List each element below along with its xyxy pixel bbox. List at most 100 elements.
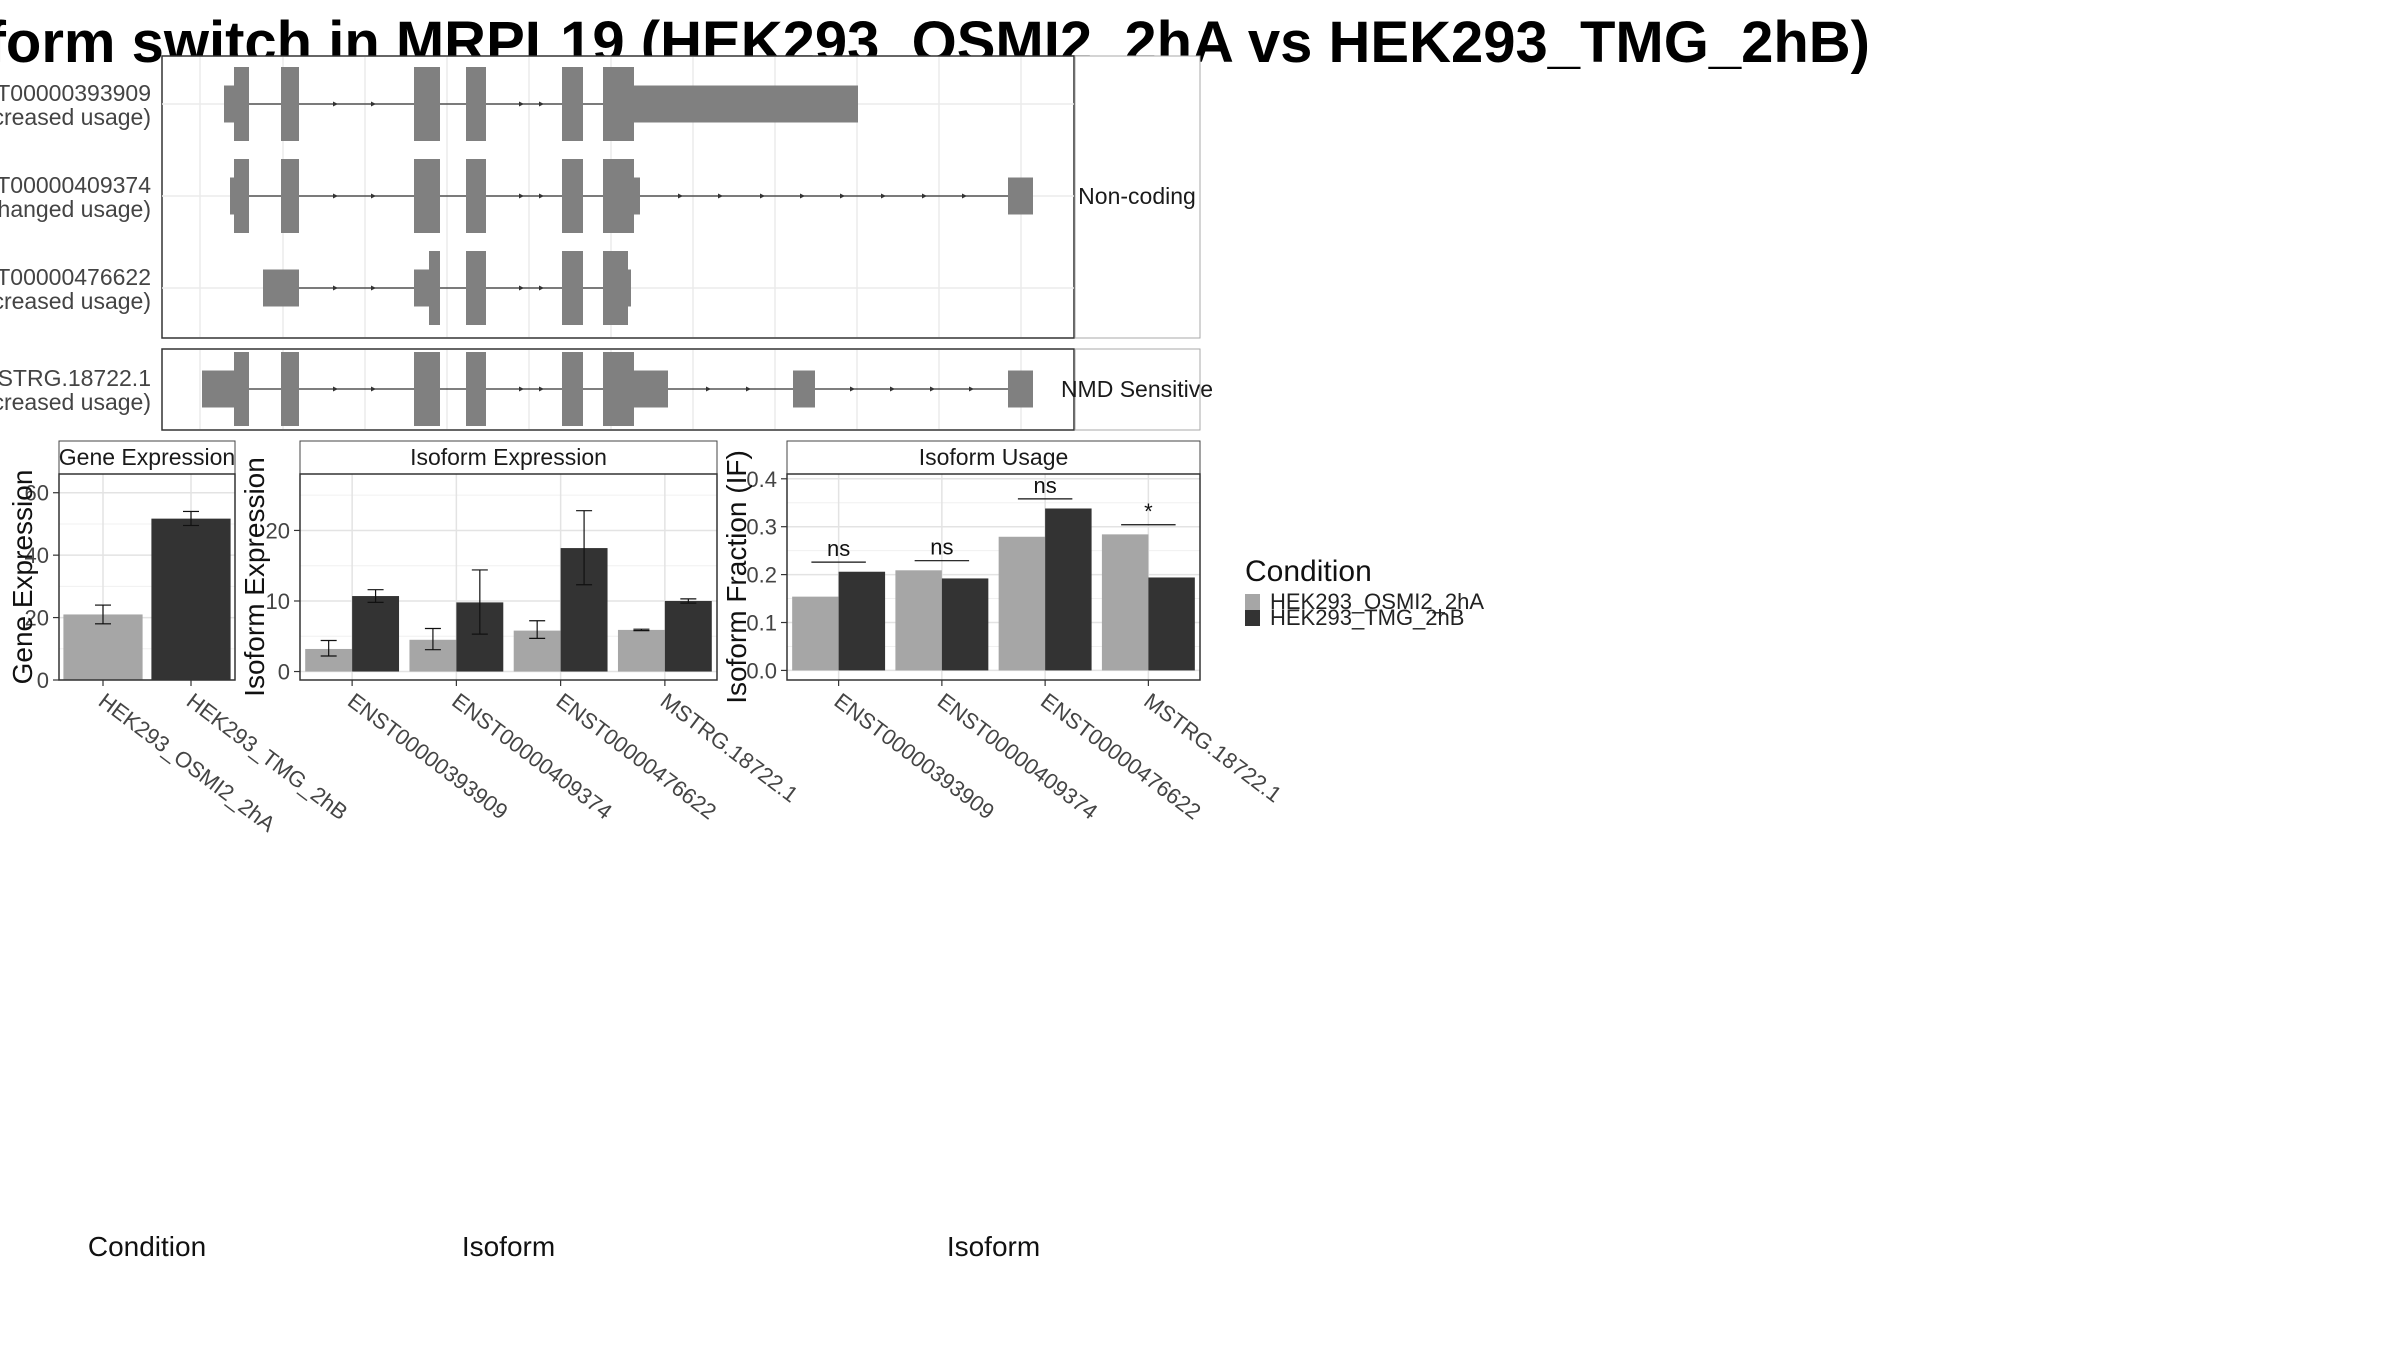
exon [603, 159, 634, 233]
direction-arrow [840, 193, 845, 199]
exon [230, 177, 234, 215]
x-axis-title: Isoform [947, 1231, 1040, 1262]
direction-arrow [519, 101, 524, 107]
isoform-usage-label: (Decreased usage) [0, 389, 151, 415]
exon [634, 85, 858, 123]
direction-arrow [333, 386, 338, 392]
y-tick-label: 60 [25, 481, 49, 506]
y-tick-label: 0.1 [746, 611, 777, 636]
direction-arrow [969, 386, 974, 392]
bar [63, 614, 143, 680]
direction-arrow [539, 285, 544, 291]
direction-arrow [519, 193, 524, 199]
legend-label: HEK293_TMG_2hB [1270, 605, 1464, 630]
exon [603, 251, 628, 325]
bar-cond-a [895, 570, 942, 671]
exon [281, 67, 299, 141]
bar-cond-a [792, 596, 839, 671]
exon [793, 370, 815, 408]
legend-label: HEK293_OSMI2_2hA [1270, 589, 1484, 614]
panel-strip-title: Isoform Expression [410, 444, 607, 470]
x-axis-title: Condition [88, 1231, 206, 1262]
x-axis-title: Isoform [462, 1231, 555, 1262]
bar-cond-b [664, 600, 712, 672]
direction-arrow [371, 101, 376, 107]
transcript-structure [161, 55, 1201, 431]
direction-arrow [519, 285, 524, 291]
bar-cond-b [1045, 508, 1092, 671]
legend-swatch [1245, 594, 1260, 610]
exon [466, 251, 486, 325]
panel-border [299, 473, 718, 681]
direction-arrow [539, 386, 544, 392]
isoform-usage-label: (Increased usage) [0, 104, 151, 130]
direction-arrow [333, 193, 338, 199]
exon [414, 67, 440, 141]
exon [429, 251, 440, 325]
exon [224, 85, 234, 123]
exon [466, 159, 486, 233]
direction-arrow [922, 193, 927, 199]
y-tick-label: 0 [278, 660, 290, 685]
significance-label: ns [1034, 473, 1057, 498]
exon [202, 370, 234, 408]
exon [263, 269, 299, 307]
panel-border [58, 473, 236, 681]
direction-arrow [371, 386, 376, 392]
exon [562, 251, 583, 325]
direction-arrow [333, 101, 338, 107]
exon [414, 269, 429, 307]
bar-cond-b [352, 596, 400, 672]
exon [1008, 177, 1033, 215]
direction-arrow [718, 193, 723, 199]
y-tick-label: 40 [25, 543, 49, 568]
exon [234, 352, 249, 426]
panel-strip [299, 440, 718, 475]
y-tick-label: 20 [266, 518, 290, 543]
legend-swatch [1245, 610, 1260, 626]
direction-arrow [930, 386, 935, 392]
isoform-id-label: ENST00000393909 [0, 80, 151, 106]
panel-strip-title: Isoform Usage [919, 444, 1069, 470]
direction-arrow [890, 386, 895, 392]
facet-label-non-coding: Non-coding [1078, 183, 1196, 209]
y-tick-label: 0.2 [746, 563, 777, 588]
y-tick-label: 0.0 [746, 658, 777, 683]
direction-arrow [881, 193, 886, 199]
y-tick-label: 0 [37, 668, 49, 693]
exon [603, 352, 634, 426]
direction-arrow [678, 193, 683, 199]
direction-arrow [539, 193, 544, 199]
exon [281, 159, 299, 233]
exon [414, 159, 440, 233]
direction-arrow [519, 386, 524, 392]
direction-arrow [539, 101, 544, 107]
exon [281, 352, 299, 426]
direction-arrow [746, 386, 751, 392]
exon [628, 269, 631, 307]
legend-title: Condition [1245, 555, 1372, 588]
exon [1008, 370, 1033, 408]
bar-cond-a [305, 648, 353, 672]
significance-label: * [1144, 499, 1153, 524]
direction-arrow [850, 386, 855, 392]
exon [634, 370, 668, 408]
exon [234, 159, 249, 233]
bar-cond-a [1101, 534, 1149, 671]
facet-label-nmd: NMD Sensitive [1061, 376, 1213, 402]
significance-label: ns [930, 535, 953, 560]
direction-arrow [706, 386, 711, 392]
bar [151, 518, 231, 680]
bar-cond-b [941, 578, 989, 671]
significance-label: ns [827, 536, 850, 561]
direction-arrow [760, 193, 765, 199]
bar-cond-b [1148, 577, 1195, 671]
isoform-usage-label: (Increased usage) [0, 288, 151, 314]
direction-arrow [371, 285, 376, 291]
exon [234, 67, 249, 141]
panel-border [786, 473, 1201, 681]
panel-strip-title: Gene Expression [59, 444, 235, 470]
exon [414, 352, 440, 426]
